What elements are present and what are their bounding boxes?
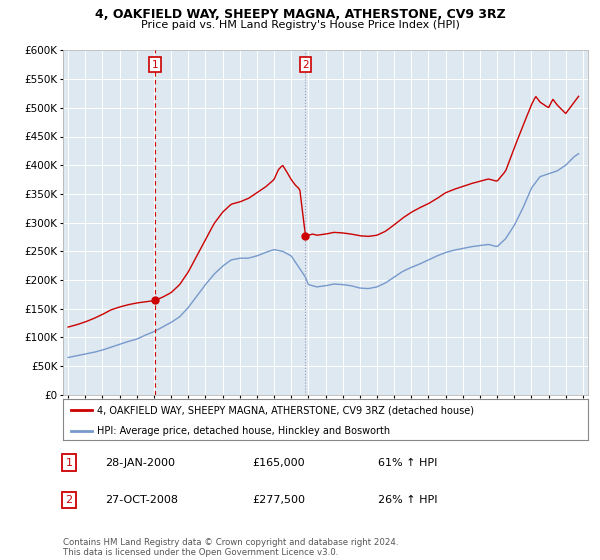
Text: 61% ↑ HPI: 61% ↑ HPI xyxy=(378,458,437,468)
Text: 28-JAN-2000: 28-JAN-2000 xyxy=(105,458,175,468)
Text: 2: 2 xyxy=(65,495,73,505)
Text: 4, OAKFIELD WAY, SHEEPY MAGNA, ATHERSTONE, CV9 3RZ: 4, OAKFIELD WAY, SHEEPY MAGNA, ATHERSTON… xyxy=(95,8,505,21)
Text: £277,500: £277,500 xyxy=(252,495,305,505)
Text: 27-OCT-2008: 27-OCT-2008 xyxy=(105,495,178,505)
Text: £165,000: £165,000 xyxy=(252,458,305,468)
Text: Price paid vs. HM Land Registry's House Price Index (HPI): Price paid vs. HM Land Registry's House … xyxy=(140,20,460,30)
Text: 2: 2 xyxy=(302,60,309,70)
Text: 1: 1 xyxy=(152,60,158,70)
Text: 1: 1 xyxy=(65,458,73,468)
Text: HPI: Average price, detached house, Hinckley and Bosworth: HPI: Average price, detached house, Hinc… xyxy=(97,426,390,436)
Text: 26% ↑ HPI: 26% ↑ HPI xyxy=(378,495,437,505)
Text: 4, OAKFIELD WAY, SHEEPY MAGNA, ATHERSTONE, CV9 3RZ (detached house): 4, OAKFIELD WAY, SHEEPY MAGNA, ATHERSTON… xyxy=(97,405,474,415)
Text: Contains HM Land Registry data © Crown copyright and database right 2024.
This d: Contains HM Land Registry data © Crown c… xyxy=(63,538,398,557)
